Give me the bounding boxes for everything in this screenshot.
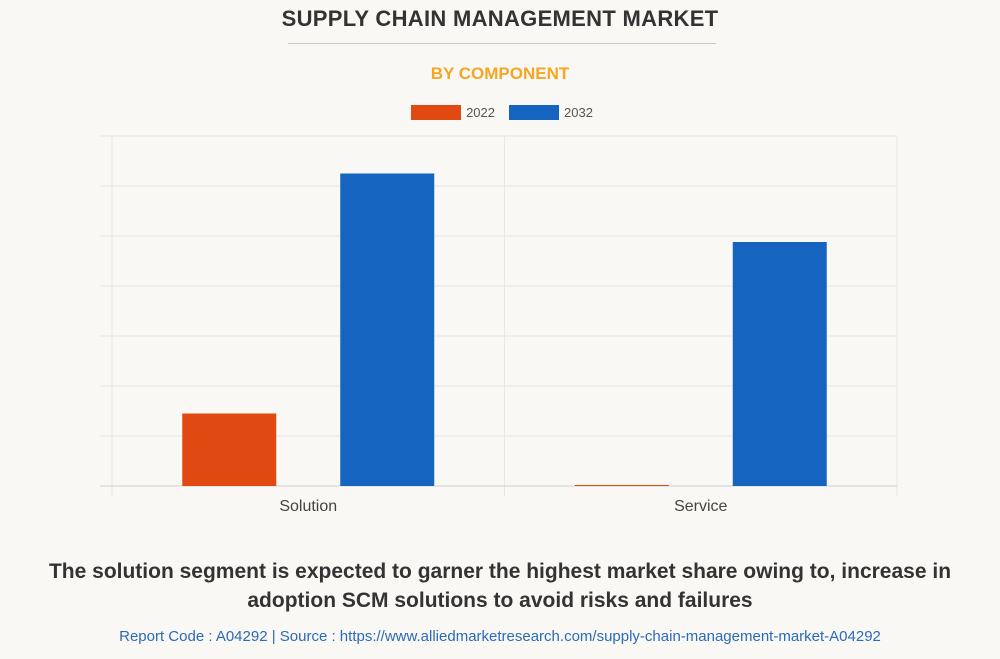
chart-caption: The solution segment is expected to garn… [0,557,1000,615]
caption-line-2: adoption SCM solutions to avoid risks an… [247,589,753,612]
legend-item-2022: 2022 [411,105,495,120]
x-tick-label-solution: Solution [279,498,337,515]
bar-2022-service [574,485,669,486]
source-footer: Report Code : A04292 | Source : https://… [119,628,881,645]
title-divider [288,43,716,44]
x-tick-label-service: Service [674,498,727,515]
bar-chart: Solution Service [100,135,898,515]
chart-title: SUPPLY CHAIN MANAGEMENT MARKET [281,6,719,31]
legend-label-2022: 2022 [466,105,495,120]
legend-item-2032: 2032 [509,105,593,120]
chart-subtitle: BY COMPONENT [430,64,570,83]
bar-2022-solution [182,413,277,486]
chart-legend: 2022 2032 [0,105,1000,120]
legend-swatch-2022 [411,105,462,120]
legend-label-2032: 2032 [564,105,593,120]
legend-swatch-2032 [509,105,559,120]
bar-2032-solution [340,173,435,486]
caption-line-1: The solution segment is expected to garn… [48,560,952,583]
bar-2032-service [732,242,827,486]
